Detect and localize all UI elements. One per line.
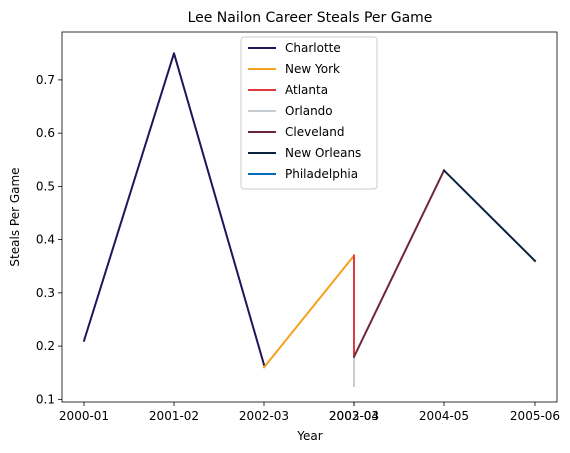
legend-label: Cleveland <box>285 125 345 139</box>
x-tick-label: 2003-04 <box>329 409 379 423</box>
legend-label: Charlotte <box>285 41 341 55</box>
y-tick-label: 0.2 <box>36 339 55 353</box>
legend-label: Philadelphia <box>285 167 358 181</box>
legend-label: New Orleans <box>285 146 361 160</box>
series-line-charlotte <box>82 52 266 366</box>
y-axis-title: Steals Per Game <box>8 167 22 266</box>
legend-label: Atlanta <box>285 83 328 97</box>
legend: Charlotte New York Atlanta Orlando Cleveland… <box>240 36 378 190</box>
legend-box <box>240 36 378 190</box>
x-tick-label: 2002-03 <box>329 409 379 423</box>
x-tick-label: 2001-02 <box>149 409 199 423</box>
x-axis-title: Year <box>296 429 322 443</box>
legend-label: New York <box>285 62 340 76</box>
x-tick-label: 2000-01 <box>59 409 109 423</box>
x-tick-label: 2002-03 <box>239 409 289 423</box>
x-tick-label: 2005-06 <box>510 409 560 423</box>
x-tick-label: 2004-05 <box>419 409 469 423</box>
y-tick-label: 0.3 <box>36 286 55 300</box>
chart-title: Lee Nailon Career Steals Per Game <box>188 10 433 26</box>
y-axis: 0.1 0.2 0.3 0.4 0.5 0.6 0.7 <box>36 73 62 406</box>
series-layer <box>82 52 537 388</box>
y-tick-label: 0.4 <box>36 233 55 247</box>
y-tick-label: 0.7 <box>36 73 55 87</box>
y-tick-label: 0.1 <box>36 392 55 406</box>
series-line-new-york <box>262 254 356 369</box>
series-line-cleveland <box>352 169 446 359</box>
plot-frame <box>61 31 558 403</box>
y-tick-label: 0.6 <box>36 126 55 140</box>
y-tick-label: 0.5 <box>36 179 55 193</box>
legend-label: Orlando <box>285 104 333 118</box>
series-line-new-orleans <box>442 169 537 263</box>
